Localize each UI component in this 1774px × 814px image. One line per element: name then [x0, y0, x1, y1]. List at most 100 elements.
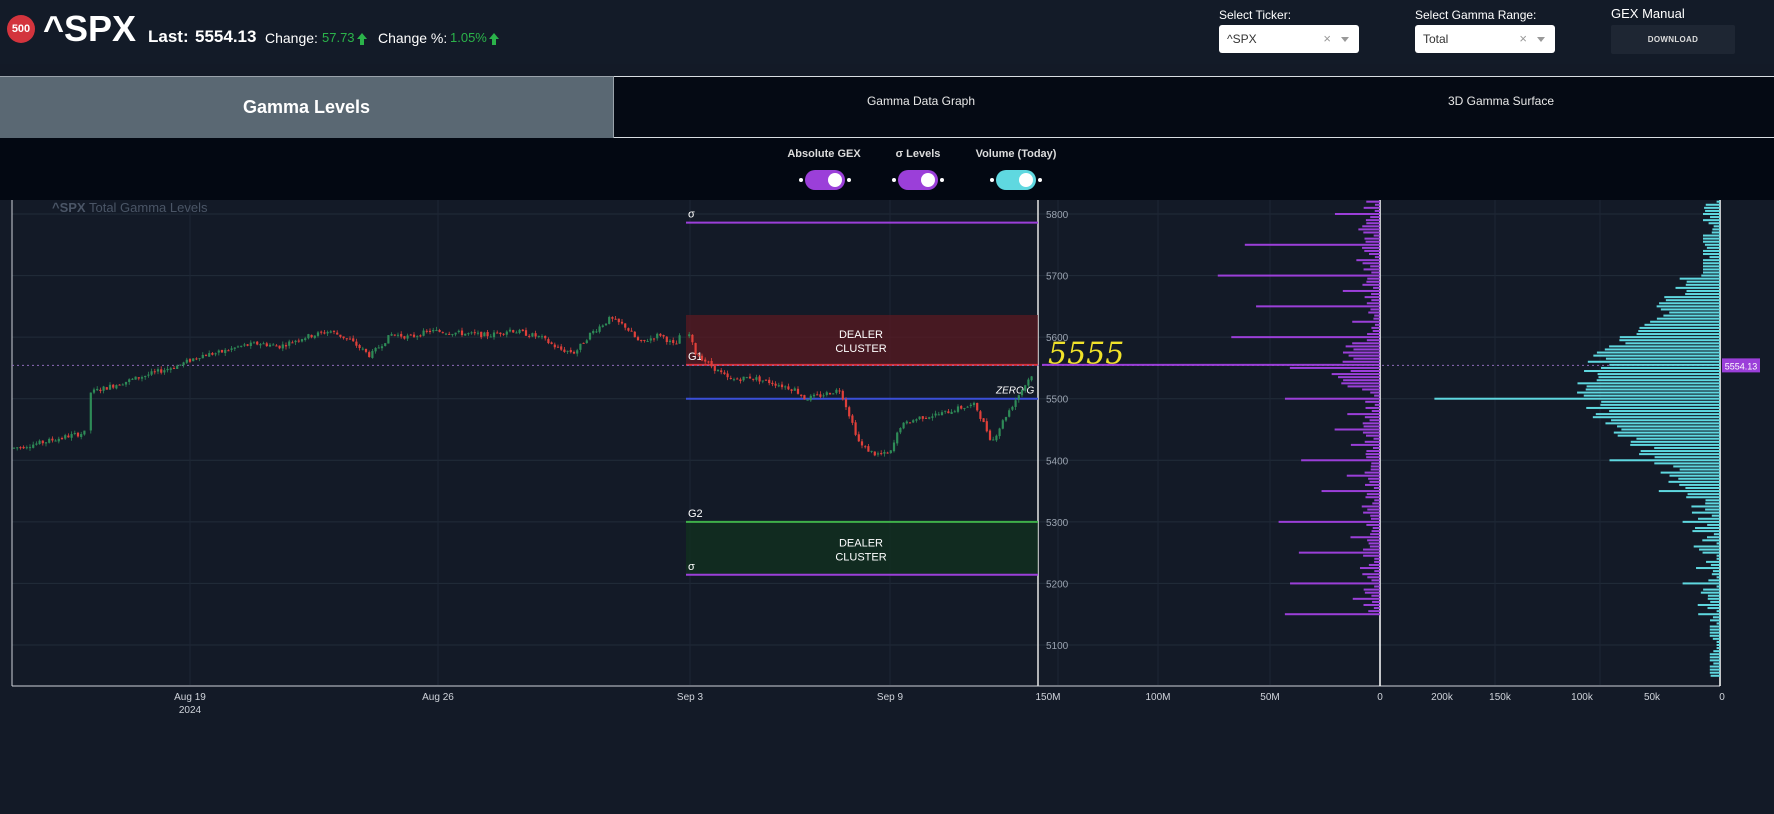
candle-body — [57, 438, 60, 442]
candle-body — [256, 341, 259, 345]
gex-bar — [1372, 527, 1380, 530]
volume-bar — [1716, 576, 1720, 579]
volume-bar — [1617, 425, 1720, 428]
candle-body — [182, 362, 185, 366]
sigma-levels-label: σ Levels — [895, 148, 941, 160]
volume-bar — [1593, 354, 1720, 357]
chart-canvas[interactable]: ^SPX Total Gamma Levels 5100 5200 5300 5400 5… — [0, 200, 1774, 814]
ticker-symbol: ^SPX — [43, 8, 137, 49]
gex-bar — [1364, 416, 1380, 419]
toggle-knob — [828, 173, 842, 187]
tab-gamma-levels[interactable]: Gamma Levels — [0, 76, 614, 138]
candle-body — [908, 422, 912, 424]
volume-bar — [1711, 573, 1720, 576]
candle-body — [521, 329, 524, 332]
volume-bar — [1709, 665, 1720, 668]
candle-body — [732, 379, 736, 381]
gamma-range-select[interactable]: Total × — [1415, 25, 1555, 53]
candle-body — [236, 346, 240, 348]
candle-body — [665, 336, 668, 343]
toggle-knob — [1019, 173, 1033, 187]
dealer-cluster-zone — [686, 521, 1038, 575]
volume-bar — [1630, 443, 1720, 446]
candle-body — [470, 332, 473, 334]
absolute-gex-toggle[interactable] — [799, 170, 851, 190]
volume-bar — [1705, 502, 1720, 505]
candle-body — [387, 335, 390, 344]
gex-bar — [1347, 413, 1380, 416]
candle-body — [297, 340, 300, 342]
gex-bar — [1365, 496, 1380, 499]
candle-body — [275, 345, 278, 347]
candle-body — [672, 340, 675, 343]
ticker-select[interactable]: ^SPX × — [1219, 25, 1359, 53]
gamma-levels-chart[interactable]: ^SPX Total Gamma Levels 5100 5200 5300 5400 5… — [0, 200, 1774, 814]
candle-body — [118, 384, 121, 386]
candle-body — [28, 447, 32, 449]
candle-body — [998, 428, 1001, 437]
volume-bar — [1709, 628, 1720, 631]
volume-bar — [1703, 234, 1720, 237]
candle-body — [736, 378, 739, 380]
last-price-tag — [1722, 358, 1760, 373]
candle-body — [83, 430, 86, 435]
gex-bar — [1368, 311, 1380, 314]
download-button[interactable]: DOWNLOAD — [1611, 25, 1735, 54]
candle-body — [227, 350, 230, 352]
candle-body — [451, 334, 454, 336]
candle-body — [800, 394, 803, 396]
candle-body — [620, 321, 624, 324]
candle-body — [956, 406, 960, 412]
candle-body — [166, 368, 169, 371]
candle-body — [134, 376, 137, 380]
volume-bar — [1703, 259, 1720, 262]
y-tick-label: 5300 — [1046, 518, 1069, 529]
candle-body — [912, 420, 915, 423]
clear-icon[interactable]: × — [1323, 31, 1331, 46]
volume-bar — [1601, 366, 1720, 369]
volume-tick-label: 200k — [1431, 692, 1454, 703]
gex-bar — [1373, 234, 1380, 237]
candle-body — [489, 336, 492, 338]
candle-body — [368, 352, 371, 358]
candle-body — [124, 381, 128, 385]
candle-body — [144, 375, 147, 378]
gex-bar — [1363, 511, 1380, 514]
volume-bar — [1640, 450, 1720, 453]
volume-bar — [1703, 271, 1720, 274]
candle-body — [966, 406, 969, 408]
candle-body — [448, 333, 451, 335]
last-price-tag-label: 5554.13 — [1725, 361, 1758, 371]
gex-bar — [1374, 403, 1380, 406]
gex-bar — [1368, 563, 1380, 566]
candle-body — [803, 395, 806, 400]
candle-body — [89, 392, 92, 431]
gex-bar — [1362, 431, 1380, 434]
candle-body — [595, 331, 598, 333]
candle-body — [67, 435, 70, 438]
tab-gamma-data-graph[interactable]: Gamma Data Graph — [614, 76, 1228, 138]
clear-icon[interactable]: × — [1519, 31, 1527, 46]
gex-bar — [1363, 588, 1380, 591]
volume-bar — [1654, 462, 1720, 465]
chevron-down-icon[interactable] — [1341, 37, 1349, 42]
volume-bar — [1702, 539, 1720, 542]
volume-bar — [1686, 280, 1720, 283]
volume-bar — [1713, 533, 1720, 536]
candle-body — [886, 452, 889, 454]
volume-bar — [1700, 591, 1720, 594]
volume-bar — [1665, 299, 1720, 302]
candle-body — [982, 418, 985, 423]
tab-3d-gamma-surface[interactable]: 3D Gamma Surface — [1228, 76, 1774, 138]
candle-body — [48, 438, 51, 443]
volume-bar — [1656, 317, 1720, 320]
volume-bar — [1712, 616, 1720, 619]
candle-body — [531, 333, 534, 337]
chevron-down-icon[interactable] — [1537, 37, 1545, 42]
candle-body — [646, 340, 649, 342]
volume-today-toggle[interactable] — [990, 170, 1042, 190]
candle-body — [304, 338, 307, 340]
gex-bar — [1284, 397, 1380, 400]
sigma-levels-toggle[interactable] — [892, 170, 944, 190]
gex-bar — [1352, 342, 1380, 345]
